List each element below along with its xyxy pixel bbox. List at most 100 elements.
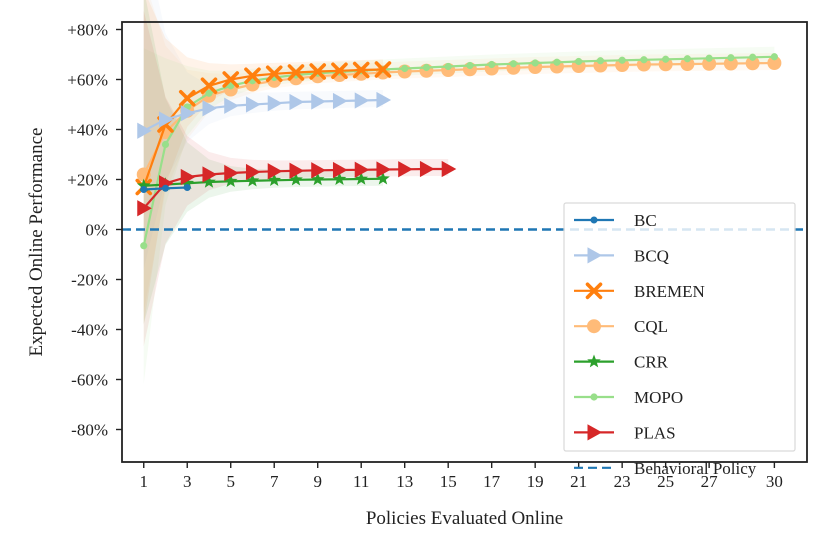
plot-area bbox=[122, 53, 807, 250]
legend-marker bbox=[587, 424, 603, 441]
y-tick-label: -40% bbox=[71, 321, 108, 340]
x-tick-label: 23 bbox=[614, 472, 631, 491]
data-point bbox=[466, 61, 474, 70]
data-point bbox=[575, 57, 583, 66]
data-point bbox=[224, 97, 239, 114]
legend-item-behavioral-policy: Behavioral Policy bbox=[574, 459, 757, 478]
legend-label: BREMEN bbox=[634, 282, 705, 301]
x-tick-label: 7 bbox=[270, 472, 279, 491]
y-axis: +80% +60% +40% +20% 0% -20% -40% -60% -80% bbox=[67, 21, 122, 440]
legend-label: PLAS bbox=[634, 423, 676, 442]
x-tick-label: 11 bbox=[353, 472, 369, 491]
series-bc bbox=[140, 184, 191, 193]
data-point bbox=[376, 91, 392, 109]
data-point bbox=[723, 56, 738, 71]
data-point bbox=[509, 60, 518, 68]
data-point bbox=[137, 200, 152, 217]
legend-marker bbox=[585, 282, 603, 300]
data-point bbox=[727, 54, 735, 62]
y-tick-label: +20% bbox=[67, 171, 108, 190]
x-tick-label: 25 bbox=[657, 472, 674, 491]
y-tick-label: +40% bbox=[67, 121, 108, 140]
data-point bbox=[309, 63, 327, 80]
data-point bbox=[618, 56, 626, 64]
x-tick-label: 1 bbox=[139, 472, 148, 491]
data-point bbox=[376, 171, 390, 185]
data-point bbox=[705, 54, 713, 62]
x-tick-label: 3 bbox=[183, 472, 192, 491]
band-crr bbox=[143, 0, 383, 324]
data-point bbox=[136, 178, 151, 192]
data-point bbox=[227, 82, 235, 90]
data-point bbox=[205, 89, 213, 97]
x-tick-label: 9 bbox=[313, 472, 322, 491]
data-point bbox=[289, 162, 305, 179]
data-point bbox=[245, 173, 260, 187]
data-point bbox=[161, 184, 169, 192]
data-point bbox=[658, 57, 673, 72]
legend-item-plas: PLAS bbox=[574, 423, 676, 442]
legend: BC BCQ BREMEN CQL CRR MOPO PLAS Behavioral Poli… bbox=[563, 202, 796, 478]
data-point bbox=[202, 174, 216, 188]
data-point bbox=[202, 100, 218, 117]
data-point bbox=[178, 89, 196, 107]
data-point bbox=[310, 172, 325, 186]
data-point bbox=[615, 58, 630, 72]
legend-marker bbox=[590, 393, 598, 401]
data-point bbox=[222, 71, 240, 88]
data-point bbox=[245, 163, 261, 181]
legend-label: BCQ bbox=[634, 246, 669, 265]
data-point bbox=[287, 64, 305, 81]
data-point bbox=[419, 160, 435, 178]
data-point bbox=[422, 63, 431, 72]
legend-box bbox=[563, 202, 796, 452]
data-point bbox=[640, 56, 648, 64]
legend-marker bbox=[587, 247, 603, 264]
data-point bbox=[161, 140, 170, 149]
data-point bbox=[244, 67, 261, 85]
data-point bbox=[137, 122, 152, 139]
data-point bbox=[267, 173, 281, 186]
data-point bbox=[332, 161, 348, 179]
legend-label: BC bbox=[634, 211, 657, 230]
legend-item-bremen: BREMEN bbox=[574, 282, 705, 301]
x-axis-label: Policies Evaluated Online bbox=[366, 508, 563, 529]
data-point bbox=[662, 55, 670, 63]
data-point bbox=[140, 242, 148, 250]
data-point bbox=[683, 55, 691, 63]
y-axis-label: Expected Online Performance bbox=[26, 128, 47, 357]
legend-item-bc: BC bbox=[574, 211, 657, 230]
data-point bbox=[311, 162, 326, 179]
data-point bbox=[180, 168, 196, 186]
data-point bbox=[354, 92, 370, 109]
data-point bbox=[376, 161, 392, 178]
data-point bbox=[636, 57, 651, 72]
legend-label: CRR bbox=[634, 353, 669, 372]
legend-marker bbox=[587, 319, 601, 334]
data-point bbox=[224, 164, 239, 182]
data-point bbox=[596, 57, 604, 65]
x-tick-label: 19 bbox=[527, 472, 544, 491]
data-point bbox=[488, 60, 496, 69]
data-point bbox=[158, 111, 174, 128]
data-point bbox=[245, 96, 261, 113]
legend-marker bbox=[590, 216, 598, 224]
data-point bbox=[680, 57, 695, 71]
data-point bbox=[267, 163, 283, 180]
data-point bbox=[311, 93, 326, 110]
data-point bbox=[140, 186, 148, 193]
data-point bbox=[767, 56, 782, 70]
data-point bbox=[332, 172, 347, 185]
data-point bbox=[223, 174, 238, 187]
data-point bbox=[267, 95, 283, 112]
data-point bbox=[531, 59, 539, 67]
y-tick-label: -80% bbox=[71, 421, 108, 440]
data-point bbox=[352, 61, 370, 79]
data-point bbox=[265, 65, 283, 83]
y-tick-label: 0% bbox=[85, 221, 108, 240]
y-tick-label: +60% bbox=[67, 71, 108, 90]
data-point bbox=[200, 77, 218, 95]
band-mopo bbox=[143, 46, 775, 384]
data-point bbox=[289, 172, 303, 186]
